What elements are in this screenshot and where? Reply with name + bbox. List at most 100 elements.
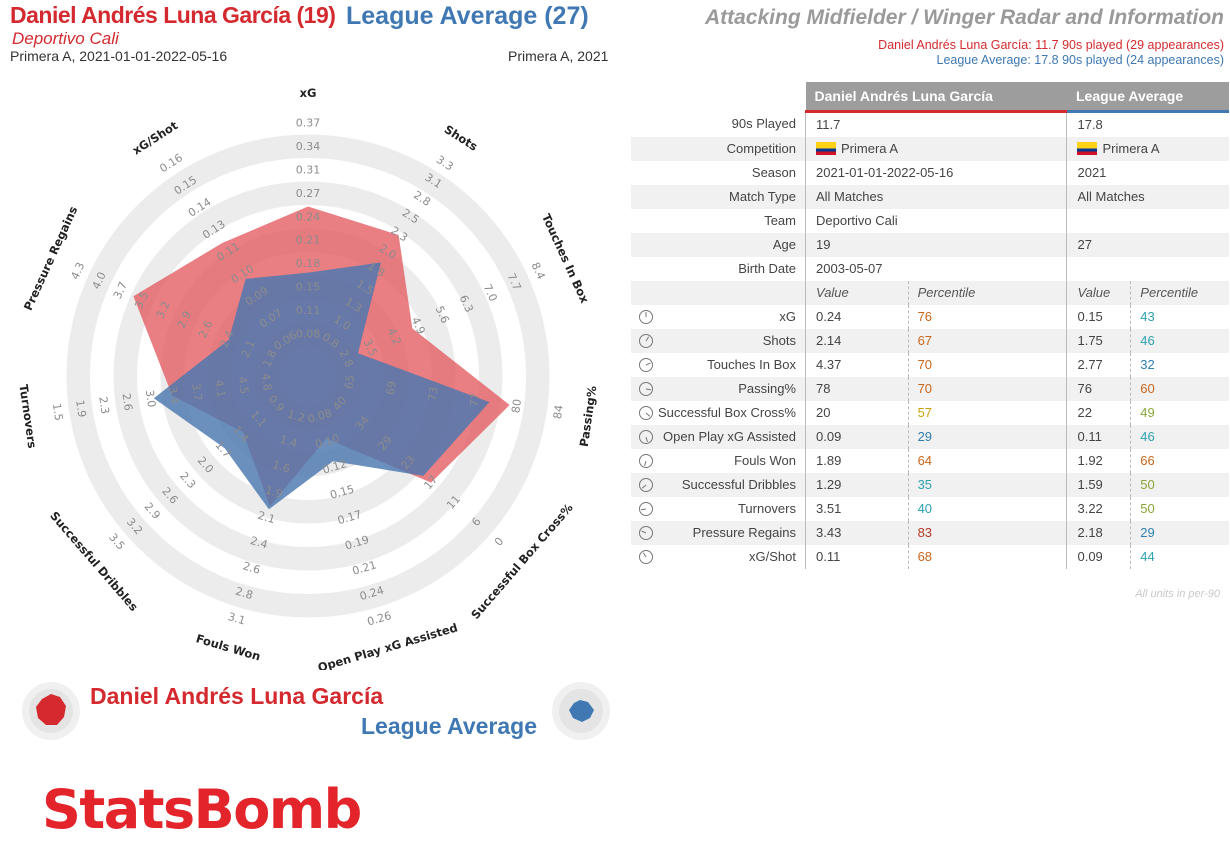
info-value-text: 19 (816, 237, 831, 252)
radar-axis-label: Open Play xG Assisted (316, 620, 459, 670)
player-radar-icon (22, 682, 80, 740)
player-metric-value: 20 (816, 405, 831, 420)
radar-tick-label: 0.37 (296, 117, 321, 130)
radar-tick-label: 1.4 (278, 433, 298, 450)
table-row: Pressure Regains 3.43 83 2.18 29 (631, 521, 1229, 545)
metric-dial-icon (639, 358, 653, 372)
player-metric-value: 1.89 (816, 453, 842, 468)
metric-label: Shots (631, 329, 806, 353)
radar-tick-label: 2.8 (234, 585, 254, 602)
info-league-value: All Matches (1066, 185, 1229, 209)
league-metric-percentile: 29 (1130, 521, 1229, 545)
player-metric-value: 4.37 (816, 357, 842, 372)
radar-tick-label: 3.7 (111, 280, 130, 301)
radar-tick-label: 1.6 (271, 458, 291, 475)
radar-tick-label: 3.7 (189, 382, 204, 401)
info-value-text: All Matches (816, 189, 884, 204)
radar-tick-label: 3.0 (143, 389, 158, 408)
metric-dial-icon (639, 310, 653, 324)
league-metric-value: 0.09 (1077, 549, 1103, 564)
player-metric-value: 0.24 (816, 309, 842, 324)
info-player-value: 2021-01-01-2022-05-16 (805, 161, 1068, 185)
radar-axis-label: xG (300, 86, 317, 100)
info-player-value: 2003-05-07 (805, 257, 1068, 281)
player-metric-percentile: 70 (907, 353, 1068, 377)
league-percentile-header: Percentile (1130, 281, 1229, 305)
info-table: Daniel Andrés Luna García League Average… (631, 82, 1229, 569)
league-metric-percentile: 60 (1130, 377, 1229, 401)
metric-label-text: Fouls Won (734, 453, 796, 468)
radar-tick-label: 1.5 (50, 402, 65, 421)
league-metric-percentile: 32 (1130, 353, 1229, 377)
metric-label-text: Turnovers (737, 501, 796, 516)
info-player-value: 11.7 (805, 111, 1068, 137)
info-label: Team (631, 209, 806, 233)
league-metric-percentile: 46 (1130, 425, 1229, 449)
player-metric-percentile: 76 (907, 305, 1068, 329)
radar-tick-label: 1.9 (264, 483, 284, 500)
info-league-value (1067, 257, 1229, 281)
league-radar-icon (552, 682, 610, 740)
radar-tick-label: 2.3 (177, 469, 198, 491)
metric-label: Fouls Won (631, 449, 806, 473)
league-metric-value: 2.18 (1066, 521, 1131, 545)
player-metric-percentile: 64 (907, 449, 1068, 473)
info-label: Match Type (631, 185, 806, 209)
table-row: Age 19 27 (631, 233, 1229, 257)
radar-ring (113, 181, 503, 571)
metric-label: Touches In Box (631, 353, 806, 377)
info-value-text: 27 (1077, 237, 1092, 252)
player-metric-value: 3.43 (805, 521, 909, 545)
radar-axis-label: Fouls Won (194, 631, 262, 663)
subheader-blank (631, 281, 806, 305)
table-row: xG/Shot 0.11 68 0.09 44 (631, 545, 1229, 569)
radar-tick-label: 0.08 (296, 328, 321, 341)
units-note: All units in per-90 (1135, 588, 1220, 600)
summary-league: League Average: 17.8 90s played (24 appe… (936, 53, 1225, 67)
radar-tick-label: 3.4 (166, 386, 181, 405)
table-row: 90s Played 11.7 17.8 (631, 111, 1229, 138)
metric-label: xG/Shot (631, 545, 806, 569)
radar-axis-label: Turnovers (16, 383, 39, 449)
info-league-value: 17.8 (1067, 112, 1229, 138)
player-metric-percentile: 57 (907, 401, 1068, 425)
player-team: Deportivo Cali (12, 29, 119, 48)
radar-axis-label: Pressure Regains (21, 204, 81, 313)
radar-tick-label: 2.6 (241, 559, 261, 576)
metric-label: Successful Dribbles (631, 473, 806, 497)
info-label: Birth Date (631, 257, 806, 281)
radar-tick-label: 3.3 (434, 153, 456, 173)
metric-label: Pressure Regains (631, 521, 806, 545)
info-value-text: 17.8 (1077, 117, 1103, 132)
colombia-flag-icon (816, 142, 836, 155)
radar-tick-label: 4.1 (212, 379, 227, 398)
player-metric-value: 78 (805, 377, 909, 401)
radar-tick-label: 1.2 (286, 408, 306, 425)
league-metric-value: 0.11 (1066, 425, 1131, 449)
radar-tick-label: 3.1 (226, 610, 246, 627)
radar-tick-label: 2.3 (96, 396, 111, 415)
table-row: Season 2021-01-01-2022-05-16 2021 (631, 161, 1229, 185)
radar-tick-label: 84 (551, 404, 566, 420)
player-metric-percentile: 67 (907, 329, 1068, 353)
table-row: Birth Date 2003-05-07 (631, 257, 1229, 281)
player-competition: Primera A, 2021-01-01-2022-05-16 (10, 48, 228, 64)
radar-tick-label: 0.15 (296, 281, 321, 294)
info-label: 90s Played (631, 111, 806, 137)
statsbomb-logo: StatsBomb (42, 778, 362, 841)
metric-label-text: Successful Dribbles (681, 477, 796, 492)
colombia-flag-icon (1077, 142, 1098, 155)
table-row: Competition Primera A Primera A (631, 137, 1229, 161)
league-metric-value: 2.77 (1077, 357, 1103, 372)
radar-axis-label: Shots (442, 122, 481, 154)
league-metric-percentile: 46 (1130, 329, 1229, 353)
metric-label-text: xG/Shot (749, 549, 796, 564)
info-value-text: Primera A (1102, 141, 1160, 156)
metric-label: Successful Box Cross% (631, 401, 806, 425)
radar-tick-label: 2.6 (120, 392, 135, 411)
league-competition: Primera A, 2021 (508, 48, 609, 64)
table-row: Turnovers 3.51 40 3.22 50 (631, 497, 1229, 521)
metric-dial-icon (639, 526, 653, 540)
metric-label: Turnovers (631, 497, 806, 521)
radar-tick-label: 8.4 (529, 260, 548, 281)
